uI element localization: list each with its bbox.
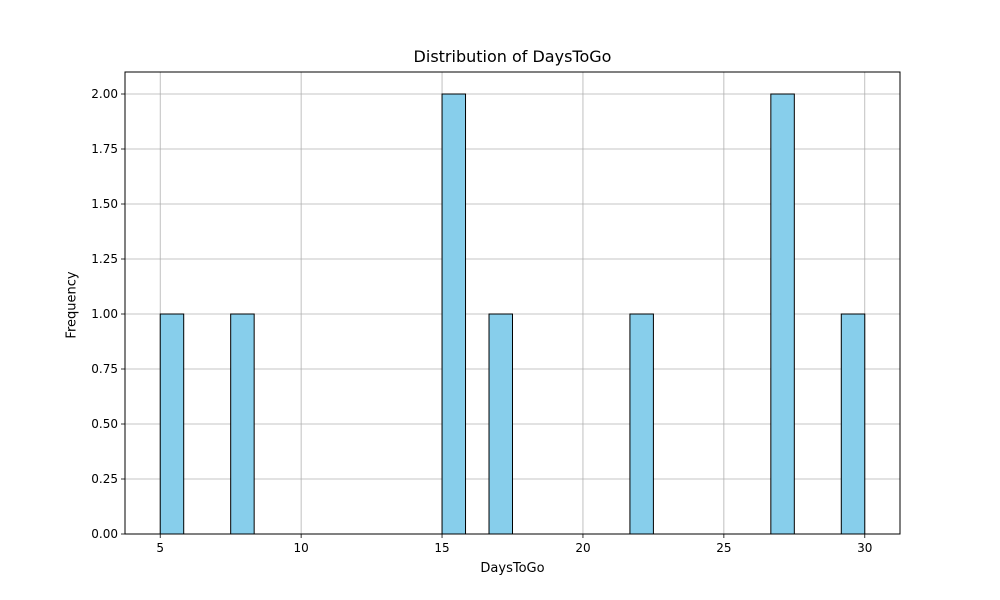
histogram-bar — [840, 313, 866, 535]
y-tick-label: 1.50 — [91, 197, 118, 211]
y-tick-label: 0.50 — [91, 417, 118, 431]
x-tick-label: 30 — [857, 541, 872, 555]
chart-title: Distribution of DaysToGo — [413, 47, 612, 66]
histogram-bar — [230, 313, 255, 535]
x-tick-label: 10 — [293, 541, 308, 555]
x-axis-ticks: 5 10 15 20 25 30 — [156, 534, 872, 555]
x-axis-label: DaysToGo — [480, 561, 545, 576]
y-axis-label: Frequency — [64, 271, 80, 339]
x-tick-label: 20 — [575, 541, 590, 555]
y-tick-label: 1.75 — [91, 142, 118, 156]
y-tick-label: 1.25 — [91, 252, 118, 266]
histogram-bar — [629, 313, 654, 535]
plot-frame — [124, 71, 901, 535]
histogram-bar — [488, 313, 513, 535]
y-tick-label: 0.75 — [91, 362, 118, 376]
histogram-bar — [159, 313, 185, 535]
histogram-bar — [441, 93, 467, 535]
y-tick-label: 1.00 — [91, 307, 118, 321]
y-tick-label: 0.00 — [91, 527, 118, 541]
y-tick-label: 0.25 — [91, 472, 118, 486]
x-tick-label: 15 — [434, 541, 449, 555]
bars-group — [159, 93, 866, 535]
y-tick-label: 2.00 — [91, 87, 118, 101]
x-tick-label: 5 — [156, 541, 164, 555]
x-tick-label: 25 — [716, 541, 731, 555]
histogram-bar — [770, 93, 795, 535]
y-axis-ticks: 0.00 0.25 0.50 0.75 1.00 1.25 1.50 1.75 2.00 — [91, 87, 125, 541]
